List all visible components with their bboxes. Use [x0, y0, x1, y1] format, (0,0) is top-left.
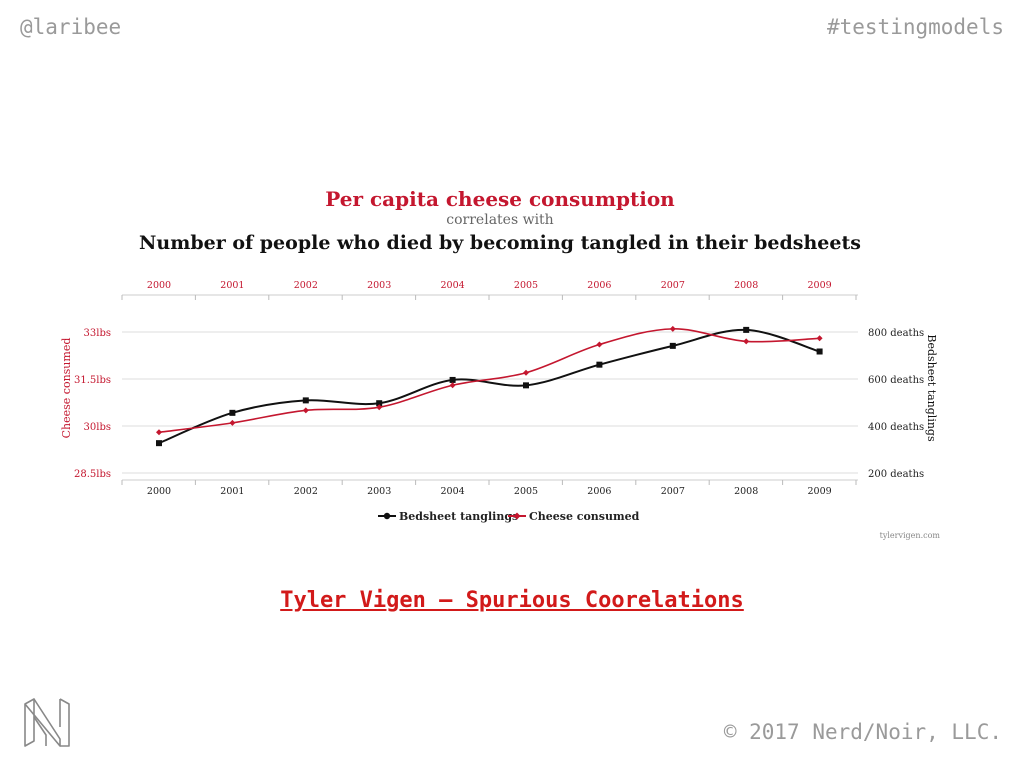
- bottom-x-tick-label: 2000: [147, 486, 171, 497]
- left-y-tick-label: 31.5lbs: [74, 375, 111, 386]
- right-y-tick-label: 200 deaths: [868, 469, 924, 480]
- data-point-cheese-consumed: [523, 369, 529, 376]
- chart-legend: Bedsheet tanglings Cheese consumed: [378, 510, 640, 523]
- data-point-bedsheet-tanglings: [229, 409, 236, 416]
- legend-label-bedsheet: Bedsheet tanglings: [399, 510, 518, 523]
- source-link[interactable]: Tyler Vigen – Spurious Coorelations: [280, 588, 744, 613]
- hashtag: #testingmodels: [826, 15, 1004, 39]
- data-point-cheese-consumed: [596, 341, 603, 348]
- data-point-cheese-consumed: [156, 429, 162, 436]
- bottom-x-tick-label: 2003: [367, 486, 391, 497]
- legend-marker-cheese: [513, 512, 521, 520]
- spurious-correlation-chart: Per capita cheese consumption correlates…: [60, 187, 941, 540]
- y-axis-label-right: Bedsheet tanglings: [925, 334, 938, 442]
- data-point-bedsheet-tanglings: [816, 348, 823, 355]
- bottom-x-tick-label: 2007: [661, 486, 685, 497]
- top-x-tick-label: 2000: [147, 280, 171, 291]
- chart-series: [156, 325, 823, 447]
- data-point-bedsheet-tanglings: [523, 382, 529, 389]
- left-y-axis: 28.5lbs 30lbs 31.5lbs 33lbs: [74, 328, 111, 480]
- bottom-x-tick-label: 2005: [514, 486, 538, 497]
- legend-label-cheese: Cheese consumed: [529, 510, 640, 523]
- left-y-tick-label: 30lbs: [84, 422, 111, 433]
- bottom-x-tick-label: 2002: [294, 486, 318, 497]
- right-y-axis: 200 deaths 400 deaths 600 deaths 800 deaths: [868, 328, 924, 480]
- twitter-handle: @laribee: [20, 15, 122, 39]
- bottom-x-tick-label: 2006: [587, 486, 611, 497]
- copyright-notice: © 2017 Nerd/Noir, LLC.: [723, 720, 1002, 744]
- data-point-cheese-consumed: [669, 325, 676, 332]
- data-point-cheese-consumed: [302, 407, 309, 414]
- chart-grid: [122, 331, 858, 474]
- bottom-x-tick-label: 2001: [220, 486, 244, 497]
- data-point-cheese-consumed: [229, 419, 236, 426]
- right-y-tick-label: 600 deaths: [868, 375, 924, 386]
- right-y-tick-label: 400 deaths: [868, 422, 924, 433]
- chart-title-2: Number of people who died by becoming ta…: [139, 232, 861, 254]
- top-x-tick-label: 2003: [367, 280, 391, 291]
- top-x-tick-label: 2009: [808, 280, 832, 291]
- data-point-bedsheet-tanglings: [743, 326, 750, 333]
- bottom-x-tick-label: 2009: [808, 486, 832, 497]
- data-point-bedsheet-tanglings: [449, 376, 456, 383]
- top-x-tick-label: 2006: [587, 280, 611, 291]
- bottom-x-tick-label: 2008: [734, 486, 758, 497]
- data-point-cheese-consumed: [376, 404, 383, 411]
- chart-subtitle: correlates with: [446, 212, 553, 228]
- data-point-bedsheet-tanglings: [156, 440, 162, 447]
- top-x-tick-label: 2005: [514, 280, 538, 291]
- top-x-tick-label: 2007: [661, 280, 685, 291]
- bottom-x-tick-label: 2004: [441, 486, 465, 497]
- series-line-cheese-consumed: [158, 328, 820, 434]
- data-point-bedsheet-tanglings: [302, 397, 309, 404]
- top-x-tick-label: 2001: [220, 280, 244, 291]
- data-point-bedsheet-tanglings: [669, 342, 676, 349]
- top-x-tick-label: 2004: [441, 280, 465, 291]
- data-point-cheese-consumed: [743, 338, 750, 345]
- left-y-tick-label: 33lbs: [84, 328, 111, 339]
- bottom-x-axis: 2000 2001 2002 2003 2004 2005 2006 2007 2008 2009: [121, 479, 858, 497]
- data-point-cheese-consumed: [816, 335, 823, 342]
- top-x-tick-label: 2008: [734, 280, 758, 291]
- left-y-tick-label: 28.5lbs: [74, 469, 111, 480]
- series-line-bedsheet-tanglings: [158, 328, 820, 445]
- right-y-tick-label: 800 deaths: [868, 328, 924, 339]
- top-x-tick-label: 2002: [294, 280, 318, 291]
- data-point-cheese-consumed: [449, 382, 456, 389]
- chart-title: Per capita cheese consumption: [325, 187, 675, 211]
- chart-source: tylervigen.com: [880, 531, 941, 540]
- nerd-noir-n-logo-icon: [24, 698, 70, 747]
- legend-marker-bedsheet: [383, 512, 391, 520]
- top-x-axis: 2000 2001 2002 2003 2004 2005 2006 2007 2008 2009: [121, 280, 858, 300]
- data-point-bedsheet-tanglings: [376, 400, 383, 407]
- y-axis-label-left: Cheese consumed: [60, 338, 73, 439]
- data-point-bedsheet-tanglings: [596, 361, 603, 368]
